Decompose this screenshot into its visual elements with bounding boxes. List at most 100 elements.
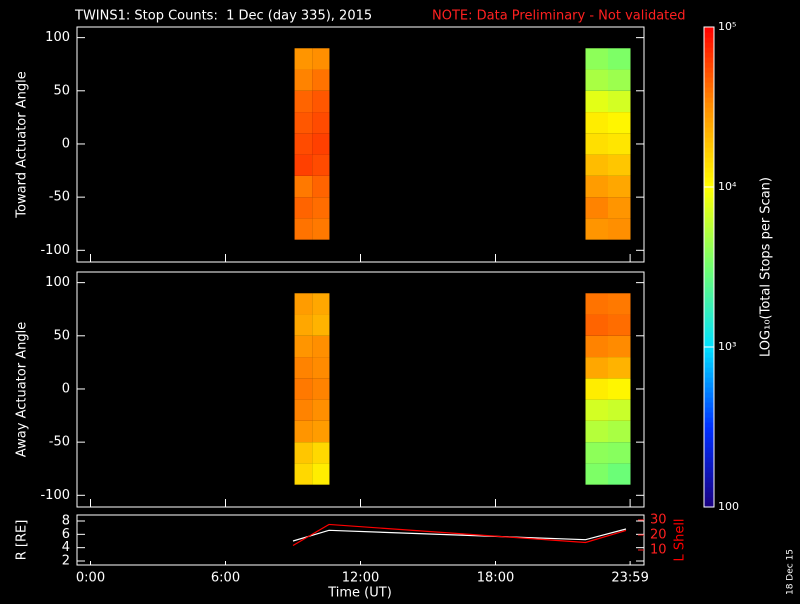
colorbar-segment — [704, 142, 714, 148]
axis-label: L Shell — [673, 518, 688, 561]
colorbar-segment — [704, 72, 714, 78]
colorbar-segment — [704, 432, 714, 438]
colorbar-segment — [704, 452, 714, 458]
heatmap-cell — [294, 335, 313, 358]
heatmap-cell — [585, 112, 608, 134]
heatmap-cell — [585, 133, 608, 155]
colorbar-segment — [704, 272, 714, 278]
colorbar-segment — [704, 472, 714, 478]
colorbar-segment — [704, 42, 714, 48]
colorbar-segment — [704, 97, 714, 103]
heatmap-cell — [294, 314, 313, 336]
y-axis-label: Away Actuator Angle — [15, 322, 30, 457]
colorbar-segment — [704, 372, 714, 378]
colorbar-segment — [704, 102, 714, 108]
heatmap-cell — [294, 154, 313, 176]
colorbar-segment — [704, 32, 714, 38]
colorbar-segment — [704, 137, 714, 143]
colorbar-segment — [704, 377, 714, 383]
colorbar-segment — [704, 207, 714, 213]
colorbar-segment — [704, 347, 714, 353]
heatmap-cell — [294, 112, 313, 134]
colorbar-segment — [704, 487, 714, 493]
heatmap-cell — [312, 357, 330, 379]
heatmap-cell — [294, 420, 313, 443]
y-tick-label: 100 — [45, 275, 70, 290]
heatmap-cell — [294, 218, 313, 240]
heatmap-cell — [312, 314, 330, 336]
colorbar-segment — [704, 47, 714, 53]
heatmap-cell — [312, 399, 330, 421]
colorbar-segment — [704, 482, 714, 488]
colorbar-segment — [704, 357, 714, 363]
heatmap-cell — [312, 112, 330, 134]
colorbar-segment — [704, 37, 714, 43]
y-tick-label: 4 — [62, 540, 70, 555]
colorbar-tick-label: 10⁵ — [718, 20, 736, 33]
colorbar-segment — [704, 352, 714, 358]
heatmap-cell — [585, 399, 608, 421]
colorbar-segment — [704, 157, 714, 163]
colorbar-segment — [704, 462, 714, 468]
y-tick-label: 50 — [53, 83, 70, 98]
colorbar-segment — [704, 152, 714, 158]
colorbar-segment — [704, 257, 714, 263]
heatmap-cell — [608, 90, 631, 113]
heatmap-cell — [312, 133, 330, 155]
heatmap-cell — [312, 197, 330, 219]
heatmap-cell — [294, 293, 313, 315]
heatmap-cell — [608, 442, 631, 464]
heatmap-cell — [608, 293, 631, 315]
colorbar-segment — [704, 327, 714, 333]
heatmap-cell — [585, 48, 608, 70]
colorbar-segment — [704, 387, 714, 393]
heatmap-cell — [585, 378, 608, 400]
colorbar-segment — [704, 477, 714, 483]
y2-tick-label: 10 — [650, 542, 667, 557]
colorbar-segment — [704, 212, 714, 218]
chart-title: TWINS1: Stop Counts: 1 Dec (day 335), 20… — [74, 9, 372, 24]
colorbar-segment — [704, 227, 714, 233]
colorbar-segment — [704, 67, 714, 73]
heatmap-cell — [312, 218, 330, 240]
colorbar-segment — [704, 242, 714, 248]
x-tick-label: 6:00 — [211, 571, 240, 586]
heatmap-cell — [312, 420, 330, 443]
colorbar-segment — [704, 412, 714, 418]
colorbar-segment — [704, 302, 714, 308]
colorbar-segment — [704, 247, 714, 253]
plot-area — [76, 514, 645, 566]
heatmap-cell — [585, 90, 608, 113]
heatmap-cell — [608, 420, 631, 443]
heatmap-cell — [294, 442, 313, 464]
colorbar-segment — [704, 292, 714, 298]
colorbar-segment — [704, 117, 714, 123]
heatmap-cell — [608, 218, 631, 240]
colorbar-segment — [704, 362, 714, 368]
heatmap-cell — [585, 69, 608, 91]
heatmap-cell — [608, 133, 631, 155]
colorbar-segment — [704, 62, 714, 68]
colorbar-segment — [704, 132, 714, 138]
y2-tick-label: 20 — [650, 527, 667, 542]
colorbar-segment — [704, 217, 714, 223]
colorbar-segment — [704, 437, 714, 443]
colorbar-segment — [704, 262, 714, 268]
colorbar-segment — [704, 202, 714, 208]
colorbar-segment — [704, 187, 714, 193]
colorbar-segment — [704, 337, 714, 343]
colorbar-segment — [704, 367, 714, 373]
colorbar-segment — [704, 167, 714, 173]
colorbar-segment — [704, 177, 714, 183]
colorbar-segment — [704, 192, 714, 198]
colorbar-segment — [704, 342, 714, 348]
colorbar-segment — [704, 397, 714, 403]
x-tick-label: 23:59 — [611, 571, 648, 586]
heatmap-cell — [585, 357, 608, 379]
heatmap-cell — [608, 175, 631, 198]
heatmap-cell — [608, 48, 631, 70]
colorbar-segment — [704, 252, 714, 258]
colorbar-segment — [704, 52, 714, 58]
heatmap-cell — [608, 357, 631, 379]
